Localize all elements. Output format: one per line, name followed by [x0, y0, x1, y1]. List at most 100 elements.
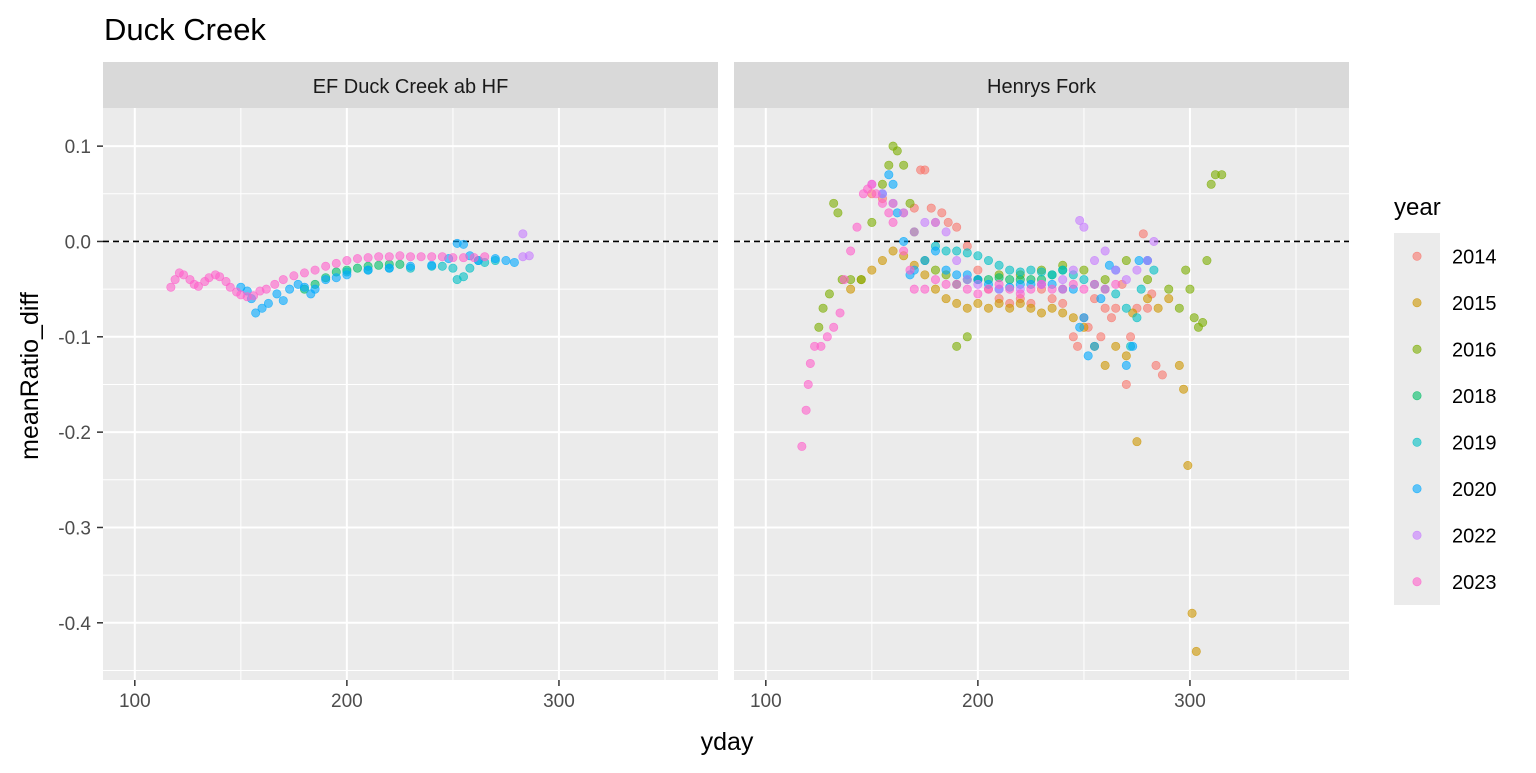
data-point [395, 259, 405, 269]
data-point [1174, 303, 1184, 313]
data-point [1181, 265, 1191, 275]
data-point [962, 284, 972, 294]
data-point [270, 279, 280, 289]
data-point [943, 217, 953, 227]
data-point [1015, 298, 1025, 308]
data-point [962, 275, 972, 285]
data-point [1100, 303, 1110, 313]
data-point [1079, 313, 1089, 323]
data-point [321, 275, 331, 285]
data-point [1100, 284, 1110, 294]
data-point [384, 263, 394, 273]
data-point [962, 303, 972, 313]
data-point [877, 198, 887, 208]
data-point [899, 208, 909, 218]
facet-strip [734, 62, 1349, 108]
facet-strip [103, 62, 718, 108]
y-tick-label: 0.0 [65, 232, 91, 253]
data-point [1187, 608, 1197, 618]
facet-strip-label: EF Duck Creek ab HF [313, 76, 509, 98]
data-point [1111, 341, 1121, 351]
data-point [1143, 303, 1153, 313]
data-point [437, 261, 447, 271]
data-point [941, 246, 951, 256]
data-point [1005, 303, 1015, 313]
legend-label: 2014 [1452, 246, 1497, 268]
data-point [994, 260, 1004, 270]
data-point [952, 279, 962, 289]
data-point [1037, 267, 1047, 277]
legend-entry-2016: 2016 [1412, 339, 1497, 361]
data-point [1153, 303, 1163, 313]
facet-strip-label: Henrys Fork [987, 76, 1097, 98]
data-point [973, 251, 983, 261]
data-point [1189, 313, 1199, 323]
data-point [1100, 246, 1110, 256]
legend: year 2014 2015 2016 2018 2019 2020 2022 2023 [1394, 194, 1497, 605]
series-2023 [797, 179, 1121, 451]
data-point [251, 308, 261, 318]
data-point [278, 296, 288, 306]
data-point [877, 256, 887, 266]
data-point [839, 275, 849, 285]
data-point [818, 303, 828, 313]
data-point [374, 260, 384, 270]
data-point [1083, 351, 1093, 361]
data-point [285, 284, 295, 294]
data-point [994, 298, 1004, 308]
data-point [1058, 265, 1068, 275]
data-point [331, 273, 341, 283]
data-point [899, 246, 909, 256]
data-point [509, 257, 519, 267]
data-point [822, 332, 832, 342]
data-point [179, 270, 189, 280]
data-point [1106, 313, 1116, 323]
data-point [937, 208, 947, 218]
data-point [459, 239, 469, 249]
data-point [1104, 260, 1114, 270]
data-point [1128, 341, 1138, 351]
data-point [1185, 284, 1195, 294]
legend-key [1412, 298, 1422, 308]
legend-entry-2023: 2023 [1412, 572, 1497, 594]
data-point [888, 217, 898, 227]
data-point [888, 198, 898, 208]
legend-entry-2019: 2019 [1412, 432, 1497, 454]
legend-label: 2016 [1452, 339, 1497, 361]
data-point [930, 275, 940, 285]
x-tick-label: 300 [1174, 691, 1206, 712]
data-point [1202, 256, 1212, 266]
data-point [1121, 360, 1131, 370]
legend-label: 2020 [1452, 479, 1497, 501]
y-tick-label: -0.2 [58, 423, 91, 444]
data-point [1058, 275, 1068, 285]
data-point [1100, 275, 1110, 285]
data-point [352, 263, 362, 273]
data-point [321, 261, 331, 271]
data-point [257, 303, 267, 313]
data-point [1037, 308, 1047, 318]
data-point [1047, 294, 1057, 304]
data-point [1132, 437, 1142, 447]
data-point [846, 246, 856, 256]
data-point [166, 282, 176, 292]
data-point [1111, 303, 1121, 313]
data-point [920, 256, 930, 266]
data-point [524, 251, 534, 261]
data-point [1121, 379, 1131, 389]
data-point [973, 298, 983, 308]
data-point [1079, 265, 1089, 275]
legend-label: 2023 [1452, 572, 1497, 594]
legend-label: 2022 [1452, 525, 1497, 547]
data-point [1136, 284, 1146, 294]
legend-title: year [1394, 194, 1441, 221]
data-point [920, 284, 930, 294]
y-tick-label: -0.4 [58, 614, 91, 635]
data-point [249, 291, 259, 301]
panel-2: Henrys Fork 100 200 300 [734, 62, 1349, 712]
legend-entry-2020: 2020 [1412, 479, 1497, 501]
data-point [459, 253, 469, 263]
data-point [272, 289, 282, 299]
